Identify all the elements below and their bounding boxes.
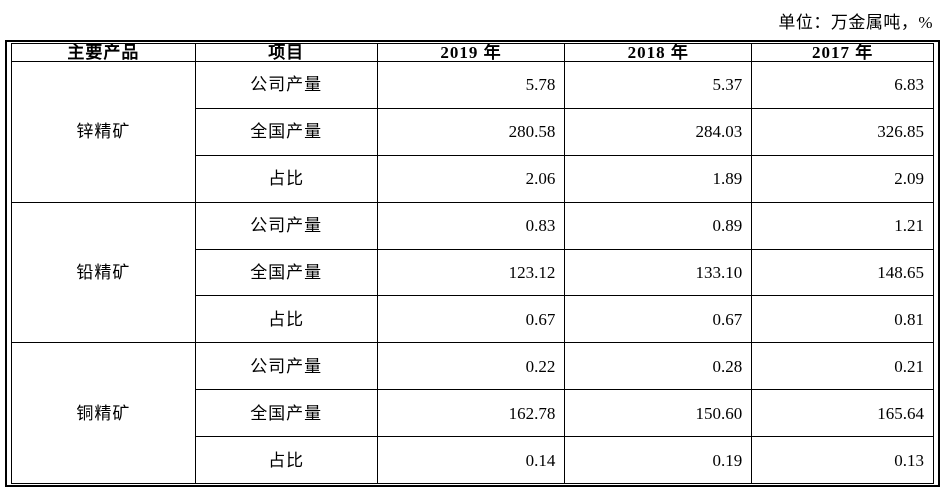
item-cell: 公司产量 — [194, 342, 378, 391]
header-main-product: 主要产品 — [11, 43, 196, 62]
item-cell: 公司产量 — [194, 201, 378, 250]
table-row: 占比 0.67 0.67 0.81 — [12, 295, 934, 344]
value-cell-2018: 0.67 — [564, 295, 753, 344]
value-cell-2018: 0.19 — [564, 436, 753, 484]
item-cell: 占比 — [194, 295, 378, 344]
header-year-2017: 2017 年 — [751, 43, 934, 62]
item-cell: 全国产量 — [194, 248, 378, 297]
value-cell-2018: 150.60 — [564, 389, 753, 437]
item-cell: 公司产量 — [194, 61, 378, 109]
value-cell-2018: 0.28 — [564, 342, 753, 391]
value-cell-2019: 280.58 — [376, 107, 566, 156]
table-row: 铅精矿 公司产量 0.83 0.89 1.21 — [11, 201, 934, 344]
value-cell-2019: 0.83 — [376, 201, 566, 250]
item-cell: 占比 — [194, 154, 378, 203]
item-cell: 全国产量 — [194, 389, 378, 437]
header-year-2018: 2018 年 — [564, 43, 753, 62]
value-cell-2018: 5.37 — [564, 61, 753, 109]
table-row: 占比 0.14 0.19 0.13 — [12, 436, 934, 484]
value-cell-2019: 0.67 — [376, 295, 566, 344]
table-row: 全国产量 123.12 133.10 148.65 — [12, 248, 934, 297]
value-cell-2018: 133.10 — [564, 248, 753, 297]
value-cell-2019: 123.12 — [376, 248, 566, 297]
table-row: 铜精矿 公司产量 0.22 0.28 0.21 — [11, 342, 934, 484]
header-item: 项目 — [194, 43, 378, 62]
item-cell: 占比 — [194, 436, 378, 484]
value-cell-2017: 6.83 — [751, 61, 934, 109]
value-cell-2019: 2.06 — [376, 154, 566, 203]
header-year-2019: 2019 年 — [376, 43, 566, 62]
value-cell-2017: 148.65 — [751, 248, 934, 297]
value-cell-2017: 2.09 — [751, 154, 934, 203]
value-cell-2017: 0.81 — [751, 295, 934, 344]
value-cell-2019: 0.14 — [376, 436, 566, 484]
table-header-row: 主要产品 项目 2019 年 2018 年 2017 年 — [11, 43, 934, 62]
production-table: 主要产品 项目 2019 年 2018 年 2017 年 锌精矿 公司产量 5.… — [11, 43, 934, 484]
value-cell-2017: 165.64 — [751, 389, 934, 437]
product-cell-lead: 铅精矿 — [11, 201, 196, 344]
item-cell: 全国产量 — [194, 107, 378, 156]
table-row: 锌精矿 公司产量 5.78 5.37 6.83 — [11, 61, 934, 203]
product-cell-zinc: 锌精矿 — [11, 61, 196, 203]
table-row: 占比 2.06 1.89 2.09 — [12, 154, 934, 203]
value-cell-2018: 284.03 — [564, 107, 753, 156]
table-row: 全国产量 162.78 150.60 165.64 — [12, 389, 934, 437]
unit-label: 单位：万金属吨，% — [778, 13, 933, 32]
table-frame: 主要产品 项目 2019 年 2018 年 2017 年 锌精矿 公司产量 5.… — [5, 40, 940, 487]
value-cell-2017: 326.85 — [751, 107, 934, 156]
value-cell-2019: 0.22 — [376, 342, 566, 391]
value-cell-2018: 0.89 — [564, 201, 753, 250]
value-cell-2017: 1.21 — [751, 201, 934, 250]
value-cell-2017: 0.13 — [751, 436, 934, 484]
value-cell-2019: 5.78 — [376, 61, 566, 109]
value-cell-2019: 162.78 — [376, 389, 566, 437]
value-cell-2018: 1.89 — [564, 154, 753, 203]
value-cell-2017: 0.21 — [751, 342, 934, 391]
product-cell-copper: 铜精矿 — [11, 342, 196, 484]
table-row: 全国产量 280.58 284.03 326.85 — [12, 107, 934, 156]
